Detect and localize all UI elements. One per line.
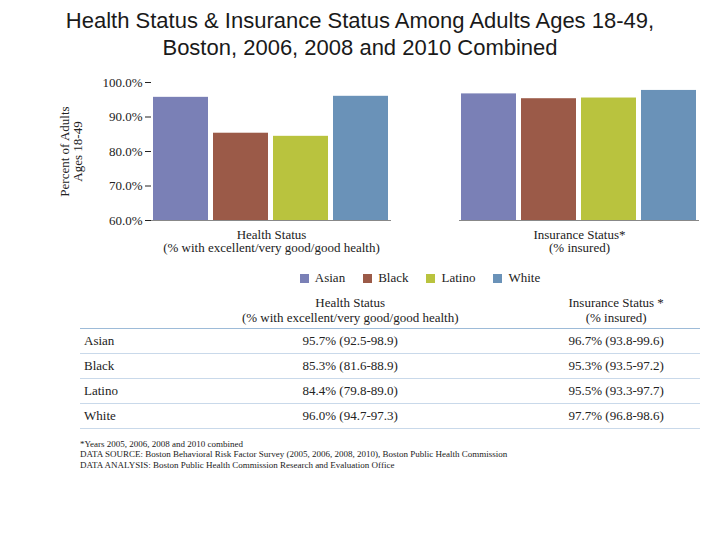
html-text:97.7% (96.8-98.6): 97.7% (96.8-98.6) [568, 407, 664, 423]
html-text:DATA ANALYSIS: Boston Public H: DATA ANALYSIS: Boston Public Health Comm… [80, 460, 395, 471]
html-text:85.3% (81.6-88.9): 85.3% (81.6-88.9) [302, 357, 398, 373]
html-text:95.5% (93.3-97.7): 95.5% (93.3-97.7) [568, 382, 664, 398]
html-text:Health Status (% with excellen: Health Status (% with excellent/very goo… [241, 294, 459, 325]
svg-text:100.0%: 100.0% [102, 74, 142, 89]
html-text:Black: Black [378, 269, 409, 285]
html-text:84.4% (79.8-89.0): 84.4% (79.8-89.0) [302, 382, 398, 398]
html-text:95.7% (92.5-98.9): 95.7% (92.5-98.9) [302, 332, 398, 348]
html-text:DATA SOURCE: Boston Behavioral: DATA SOURCE: Boston Behavioral Risk Fact… [80, 449, 508, 460]
html-text:*Years 2005, 2006, 2008 and 20: *Years 2005, 2006, 2008 and 2010 combine… [80, 438, 244, 449]
html-text:Latino: Latino [441, 269, 476, 285]
html-text:Insurance Status * (% insured): Insurance Status * (% insured) [568, 294, 664, 325]
html-text:Health Status & Insurance Stat: Health Status & Insurance Status Among A… [65, 8, 655, 60]
html-text:96.0% (94.7-97.3): 96.0% (94.7-97.3) [302, 407, 398, 423]
svg-text:Percent of AdultsAges 18-49: Percent of AdultsAges 18-49 [57, 106, 85, 196]
html-text:Latino: Latino [84, 382, 118, 398]
svg-text:60.0%: 60.0% [109, 212, 143, 227]
svg-text:80.0%: 80.0% [109, 143, 143, 158]
html-text:White: White [508, 269, 541, 285]
html-text:96.7% (93.8-99.6): 96.7% (93.8-99.6) [568, 332, 664, 348]
svg-text:Health Status(% with excellent: Health Status(% with excellent/very good… [163, 226, 380, 254]
html-text:White: White [84, 407, 116, 423]
svg-text:90.0%: 90.0% [109, 109, 143, 124]
html-text:95.3% (93.5-97.2): 95.3% (93.5-97.2) [568, 357, 664, 373]
html-text:Asian: Asian [314, 269, 346, 285]
html-text:Black: Black [84, 357, 115, 373]
svg-text:Insurance Status*(% insured): Insurance Status*(% insured) [533, 226, 625, 254]
html-text:Asian: Asian [84, 332, 115, 348]
svg-text:70.0%: 70.0% [109, 178, 143, 193]
